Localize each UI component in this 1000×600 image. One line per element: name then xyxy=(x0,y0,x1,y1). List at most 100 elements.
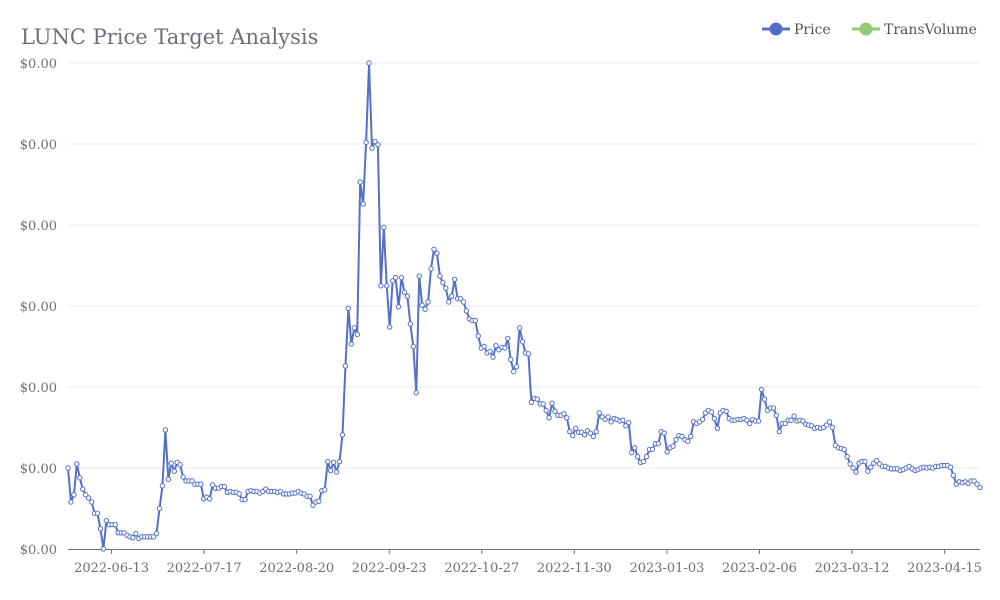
data-point[interactable] xyxy=(673,436,679,443)
data-point[interactable] xyxy=(398,274,405,281)
data-point[interactable] xyxy=(325,458,331,465)
data-point[interactable] xyxy=(590,433,597,440)
data-point[interactable] xyxy=(510,368,517,375)
data-point[interactable] xyxy=(664,449,670,455)
data-point[interactable] xyxy=(561,411,567,417)
data-point[interactable] xyxy=(947,464,954,470)
data-point[interactable] xyxy=(974,481,980,487)
data-point[interactable] xyxy=(525,351,532,357)
data-point[interactable] xyxy=(711,415,718,422)
data-point[interactable] xyxy=(100,546,107,552)
data-point[interactable] xyxy=(65,465,71,471)
data-point[interactable] xyxy=(800,418,806,424)
data-point[interactable] xyxy=(177,462,183,468)
data-point[interactable] xyxy=(209,482,216,488)
data-point[interactable] xyxy=(413,389,419,396)
data-point[interactable] xyxy=(493,342,499,349)
data-point[interactable] xyxy=(404,293,411,299)
data-point[interactable] xyxy=(853,469,859,475)
data-point[interactable] xyxy=(770,405,777,411)
data-point[interactable] xyxy=(336,458,343,465)
data-point[interactable] xyxy=(322,487,328,493)
data-point[interactable] xyxy=(699,416,706,423)
data-point[interactable] xyxy=(363,139,369,146)
data-point[interactable] xyxy=(661,430,667,436)
data-point[interactable] xyxy=(643,453,650,460)
data-point[interactable] xyxy=(950,472,957,478)
data-point[interactable] xyxy=(490,354,496,360)
data-point[interactable] xyxy=(133,530,139,537)
data-point[interactable] xyxy=(348,341,355,347)
data-point[interactable] xyxy=(519,338,526,345)
data-point[interactable] xyxy=(206,496,213,502)
data-point[interactable] xyxy=(549,400,555,406)
data-point[interactable] xyxy=(372,138,378,145)
data-point[interactable] xyxy=(587,430,594,436)
data-point[interactable] xyxy=(342,363,349,369)
data-point[interactable] xyxy=(552,408,558,414)
data-point[interactable] xyxy=(862,458,868,465)
data-point[interactable] xyxy=(68,499,74,505)
data-point[interactable] xyxy=(150,534,157,540)
data-point[interactable] xyxy=(564,415,570,421)
data-point[interactable] xyxy=(649,446,656,453)
data-point[interactable] xyxy=(581,432,588,438)
data-point[interactable] xyxy=(516,325,523,331)
data-point[interactable] xyxy=(327,467,334,474)
data-point[interactable] xyxy=(168,460,175,466)
data-point[interactable] xyxy=(97,526,104,532)
data-point[interactable] xyxy=(679,433,685,440)
data-point[interactable] xyxy=(431,246,437,253)
data-point[interactable] xyxy=(865,468,871,474)
data-point[interactable] xyxy=(416,273,422,279)
data-point[interactable] xyxy=(829,424,836,431)
data-point[interactable] xyxy=(77,475,83,481)
data-point[interactable] xyxy=(755,418,762,424)
data-point[interactable] xyxy=(540,401,546,407)
data-point[interactable] xyxy=(543,407,549,414)
data-point[interactable] xyxy=(310,502,316,508)
data-point[interactable] xyxy=(360,201,366,207)
data-point[interactable] xyxy=(655,441,661,447)
data-point[interactable] xyxy=(189,478,195,484)
data-point[interactable] xyxy=(165,476,172,483)
data-point[interactable] xyxy=(747,420,753,427)
data-point[interactable] xyxy=(369,145,375,151)
data-point[interactable] xyxy=(481,343,487,350)
data-point[interactable] xyxy=(354,331,360,338)
data-point[interactable] xyxy=(685,438,691,444)
data-point[interactable] xyxy=(446,299,452,305)
data-point[interactable] xyxy=(977,484,983,491)
data-point[interactable] xyxy=(640,458,647,465)
data-point[interactable] xyxy=(437,273,443,279)
data-point[interactable] xyxy=(451,276,458,282)
data-point[interactable] xyxy=(608,419,614,425)
data-point[interactable] xyxy=(221,483,228,490)
data-point[interactable] xyxy=(567,428,573,435)
data-point[interactable] xyxy=(88,499,95,505)
data-point[interactable] xyxy=(180,474,186,480)
data-point[interactable] xyxy=(528,399,535,406)
data-point[interactable] xyxy=(422,306,428,312)
data-point[interactable] xyxy=(428,266,434,272)
data-point[interactable] xyxy=(316,498,322,504)
legend-item-transvolume[interactable]: TransVolume xyxy=(852,22,977,38)
data-point[interactable] xyxy=(791,413,797,419)
data-point[interactable] xyxy=(626,419,632,426)
data-point[interactable] xyxy=(159,483,166,489)
data-point[interactable] xyxy=(773,412,780,419)
data-point[interactable] xyxy=(333,469,340,475)
data-point[interactable] xyxy=(868,464,874,470)
data-point[interactable] xyxy=(389,278,396,284)
data-point[interactable] xyxy=(162,427,169,433)
data-point[interactable] xyxy=(776,428,782,435)
data-point[interactable] xyxy=(448,293,455,299)
legend-item-price[interactable]: Price xyxy=(762,22,831,38)
data-point[interactable] xyxy=(330,459,337,466)
data-point[interactable] xyxy=(634,453,641,460)
data-point[interactable] xyxy=(401,289,408,295)
data-point[interactable] xyxy=(631,445,638,451)
data-point[interactable] xyxy=(395,304,402,310)
data-point[interactable] xyxy=(103,517,110,524)
data-point[interactable] xyxy=(841,446,847,453)
